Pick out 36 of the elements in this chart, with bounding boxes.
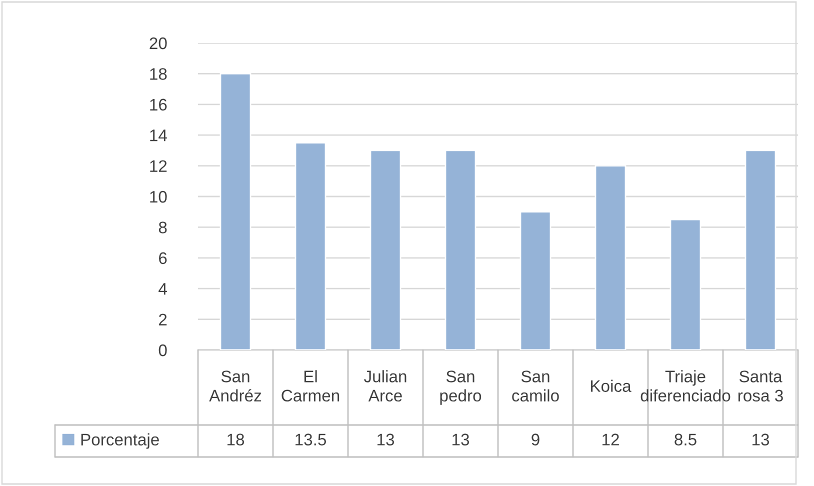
y-tick-label: 8 <box>158 222 167 234</box>
data-label: 9 <box>532 434 540 446</box>
x-tick-label: Triaje diferenciado <box>640 370 730 402</box>
y-tick-label: 0 <box>158 344 167 356</box>
y-tick-label: 12 <box>150 160 167 172</box>
data-label: 13 <box>752 434 770 446</box>
y-tick-label: 6 <box>159 252 167 264</box>
x-tick-label: Julian Arce <box>364 370 406 402</box>
x-tick-label: Santa rosa 3 <box>738 370 783 402</box>
bar <box>294 142 326 350</box>
x-tick-label: San pedro <box>440 370 482 405</box>
data-label: 8.5 <box>674 434 696 446</box>
y-tick-label: 16 <box>150 98 167 111</box>
legend-label: Porcentaje <box>81 433 159 449</box>
y-tick-label: 4 <box>158 283 167 295</box>
bar <box>594 165 626 350</box>
data-label: 13 <box>378 434 394 446</box>
y-tick-label: 18 <box>150 68 167 80</box>
bar <box>520 211 552 350</box>
y-tick-label: 2 <box>159 314 167 326</box>
x-tick-label: San camilo <box>512 370 559 402</box>
data-label: 13.5 <box>296 434 326 446</box>
y-tick-label: 14 <box>150 130 167 142</box>
bar <box>744 150 776 350</box>
bar <box>220 73 252 350</box>
y-tick-label: 10 <box>150 190 167 203</box>
data-label: 18 <box>228 434 244 446</box>
bar <box>444 150 476 350</box>
x-tick-label: Koica <box>591 380 632 392</box>
x-tick-label: El Carmen <box>282 370 340 402</box>
y-tick-label: 20 <box>150 37 167 50</box>
x-tick-label: San Andréz <box>209 370 262 402</box>
bar <box>370 150 402 350</box>
data-label: 13 <box>452 434 470 446</box>
bar <box>670 218 702 350</box>
data-label: 12 <box>602 434 619 446</box>
